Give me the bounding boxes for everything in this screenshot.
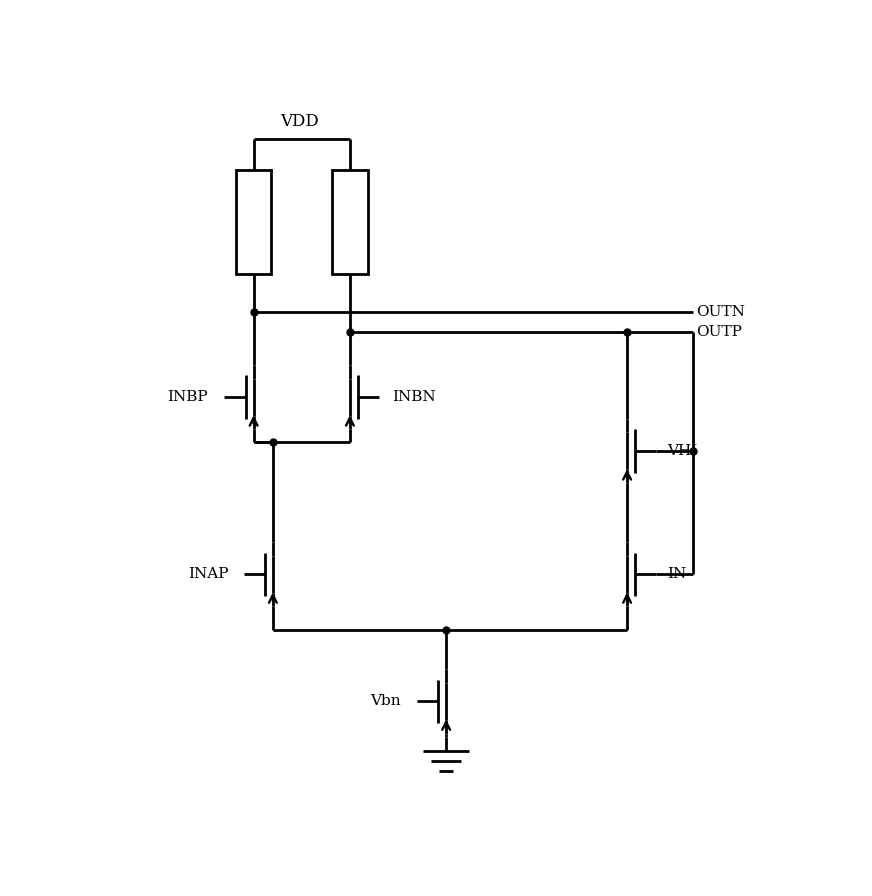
Text: OUTN: OUTN — [697, 306, 746, 319]
Text: Vbn: Vbn — [370, 694, 401, 708]
Text: OUTP: OUTP — [697, 324, 742, 339]
Text: INAP: INAP — [187, 567, 228, 582]
Text: IN: IN — [667, 567, 686, 582]
Text: INBN: INBN — [392, 390, 436, 404]
Bar — [332, 170, 368, 274]
Text: VHI: VHI — [667, 444, 698, 458]
Text: INBP: INBP — [167, 390, 208, 404]
Bar — [236, 170, 271, 274]
Text: VDD: VDD — [281, 113, 319, 130]
